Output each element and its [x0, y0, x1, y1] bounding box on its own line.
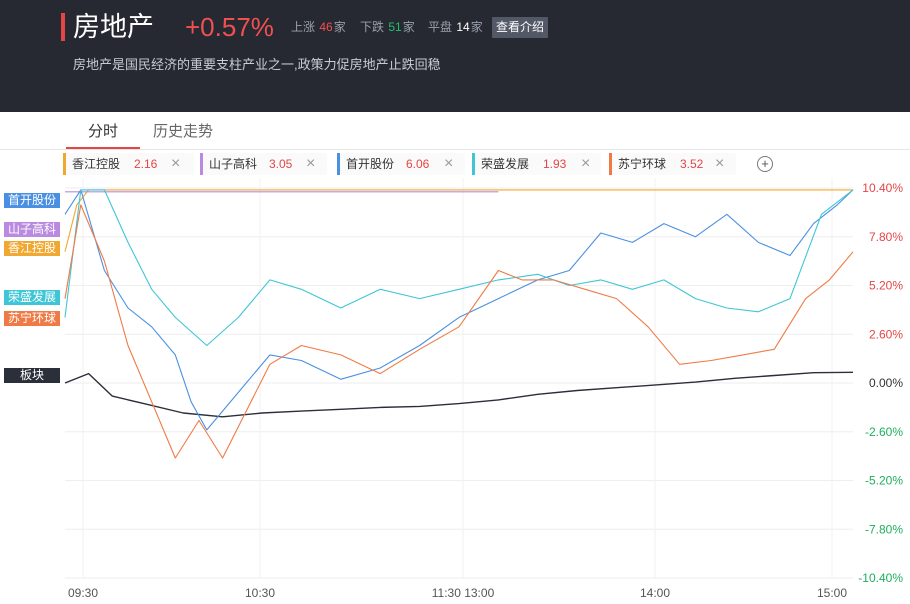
y-tick-label: 7.80% — [869, 230, 903, 244]
side-label-sector: 板块 — [4, 368, 60, 383]
side-label-shanzi: 山子高科 — [4, 222, 60, 237]
x-tick-label: 10:30 — [245, 586, 275, 600]
y-tick-label: 2.60% — [869, 327, 903, 341]
side-label-rongsheng: 荣盛发展 — [4, 290, 60, 305]
title-accent-bar — [61, 13, 65, 41]
y-tick-label: -7.80% — [865, 522, 903, 536]
sector-header: 房地产 +0.57% 上涨 46家 下跌 51家 平盘 14家 查看介绍 房地产… — [0, 0, 910, 112]
stock-tab-value: 6.06 — [406, 157, 430, 171]
view-intro-button[interactable]: 查看介绍 — [492, 17, 548, 38]
y-tick-label: 0.00% — [869, 376, 903, 390]
fall-stat: 下跌 51家 — [360, 19, 415, 35]
stock-tab-rongsheng[interactable]: 荣盛发展 1.93 × — [472, 153, 601, 175]
y-tick-label: 10.40% — [862, 181, 903, 195]
flat-label: 平盘 — [428, 20, 453, 34]
rise-count: 46 — [319, 20, 333, 34]
series-line — [64, 189, 854, 431]
y-tick-label: -2.60% — [865, 425, 903, 439]
flat-stat: 平盘 14家 — [428, 19, 483, 35]
close-icon[interactable]: × — [444, 155, 454, 172]
y-tick-label: -5.20% — [865, 474, 903, 488]
flat-count: 14 — [456, 20, 470, 34]
stock-tab-value: 3.52 — [680, 157, 704, 171]
y-tick-label: -10.40% — [858, 571, 903, 585]
stock-tab-name: 苏宁环球 — [618, 157, 667, 171]
stock-tab-value: 1.93 — [543, 157, 567, 171]
stock-tab-shoukai[interactable]: 首开股份 6.06 × — [337, 153, 465, 175]
add-stock-icon[interactable]: + — [757, 156, 773, 172]
tab-intraday[interactable]: 分时 — [88, 123, 119, 140]
stock-tab-shanzi[interactable]: 山子高科 3.05 × — [200, 153, 327, 175]
stock-tab-name: 山子高科 — [209, 157, 258, 171]
sector-change: +0.57% — [185, 12, 274, 42]
side-label-suning: 苏宁环球 — [4, 311, 60, 326]
close-icon[interactable]: × — [171, 155, 181, 172]
tab-history[interactable]: 历史走势 — [153, 123, 214, 140]
series-line — [64, 189, 854, 347]
stock-tab-name: 首开股份 — [346, 157, 395, 171]
fall-count: 51 — [388, 20, 402, 34]
stock-tab-value: 2.16 — [134, 157, 158, 171]
stock-tab-xiangjiang[interactable]: 香江控股 2.16 × — [63, 153, 194, 175]
fall-unit: 家 — [402, 20, 415, 34]
close-icon[interactable]: × — [715, 155, 725, 172]
tab-divider — [0, 149, 910, 150]
sector-name: 房地产 — [73, 12, 154, 42]
flat-unit: 家 — [470, 20, 483, 34]
tab-active-underline — [66, 147, 140, 149]
close-icon[interactable]: × — [306, 155, 316, 172]
side-label-xiangjiang: 香江控股 — [4, 241, 60, 256]
x-tick-label: 11:30 13:00 — [432, 586, 495, 600]
stock-tab-name: 荣盛发展 — [481, 157, 530, 171]
y-tick-label: 5.20% — [869, 279, 903, 293]
stock-tab-value: 3.05 — [269, 157, 293, 171]
x-tick-label: 15:00 — [817, 586, 847, 600]
series-line — [64, 204, 854, 459]
x-tick-label: 14:00 — [640, 586, 670, 600]
stock-tab-name: 香江控股 — [72, 157, 121, 171]
stock-tab-suning[interactable]: 苏宁环球 3.52 × — [609, 153, 736, 175]
series-line — [64, 371, 854, 418]
x-tick-label: 09:30 — [68, 586, 98, 600]
rise-stat: 上涨 46家 — [291, 19, 346, 35]
fall-label: 下跌 — [360, 20, 385, 34]
close-icon[interactable]: × — [581, 155, 591, 172]
rise-label: 上涨 — [291, 20, 316, 34]
rise-unit: 家 — [333, 20, 346, 34]
sector-description: 房地产是国民经济的重要支柱产业之一,政策力促房地产止跌回稳 — [73, 57, 441, 72]
side-label-shoukai: 首开股份 — [4, 193, 60, 208]
